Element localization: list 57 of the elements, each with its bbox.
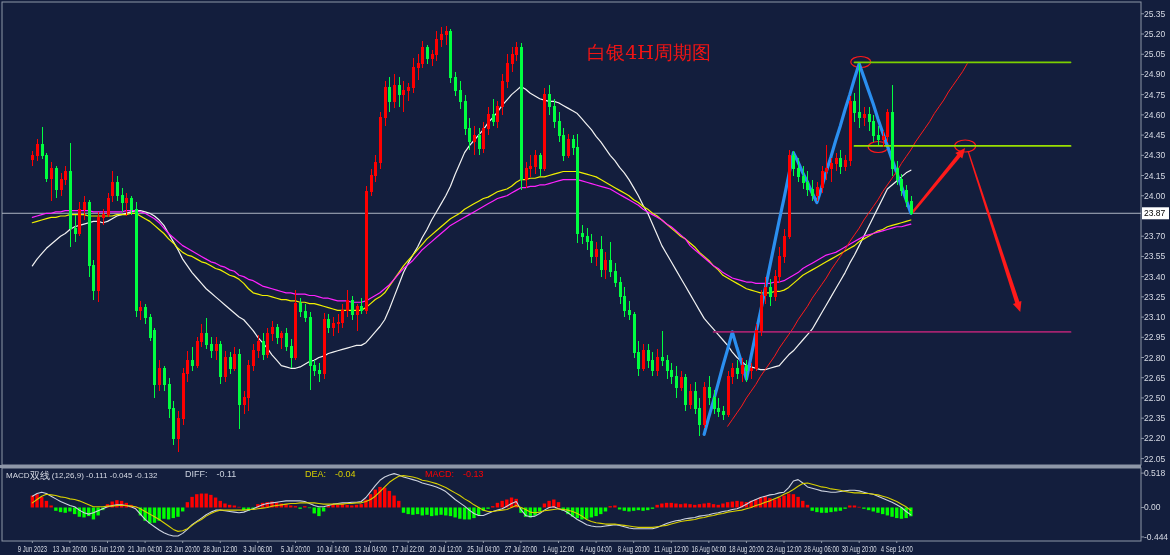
- x-tick-label: 23 Jun 20:00: [165, 542, 200, 554]
- x-tick-label: 30 Aug 20:00: [841, 542, 877, 554]
- x-tick-label: 10 Jul 14:00: [316, 542, 350, 554]
- x-tick-label: 28 Jun 12:00: [203, 542, 238, 554]
- text: MACD:: [425, 469, 454, 479]
- y-tick-label: 24.15: [1144, 170, 1166, 181]
- x-tick-label: 18 Aug 20:00: [728, 542, 764, 554]
- y-tick-label: 25.20: [1144, 29, 1166, 39]
- y-tick-label: 23.55: [1144, 251, 1166, 262]
- annotation: MACD双线 (12,26,9) -0.111 -0.045 -0.132: [6, 469, 158, 481]
- y-tick-label: 0.00: [1144, 502, 1161, 513]
- x-tick-label: 1 Aug 12:00: [542, 542, 575, 554]
- x-tick-label: 5 Jul 20:00: [280, 542, 310, 554]
- x-tick-label: 11 Aug 12:00: [654, 542, 689, 554]
- y-tick-label: -0.444: [1144, 531, 1169, 542]
- x-tick-label: 3 Jul 06:00: [243, 542, 273, 554]
- x-tick-label: 4 Sep 14:00: [880, 542, 913, 554]
- annotation: -0.11: [216, 469, 237, 479]
- x-tick-label: 28 Aug 06:00: [804, 542, 840, 554]
- text: 白银4H周期图: [587, 41, 711, 63]
- y-tick-label: 22.95: [1144, 332, 1166, 343]
- x-tick-label: 8 Aug 20:00: [617, 542, 650, 554]
- y-tick-label: 22.35: [1144, 413, 1166, 424]
- y-tick-label: 24.30: [1144, 150, 1166, 161]
- y-tick-label: 23.40: [1144, 271, 1166, 282]
- x-tick-label: 4 Aug 04:00: [580, 542, 612, 554]
- y-tick-label: 25.05: [1144, 49, 1166, 60]
- y-tick-label: 24.00: [1144, 190, 1166, 201]
- y-tick-label: 23.70: [1144, 231, 1166, 242]
- x-tick-label: 16 Aug 04:00: [691, 542, 727, 554]
- x-tick-label: 13 Jun 20:00: [52, 542, 88, 554]
- x-tick-label: 17 Jul 22:00: [392, 542, 425, 554]
- x-tick-label: 13 Jul 04:00: [354, 542, 387, 554]
- annotation: -0.13: [463, 469, 484, 479]
- y-tick-label: 22.05: [1144, 453, 1166, 464]
- x-tick-label: 16 Jun 12:00: [90, 542, 125, 554]
- y-tick-label: 24.75: [1144, 89, 1166, 100]
- y-tick-label: 24.90: [1144, 69, 1166, 80]
- y-tick-label: 22.20: [1144, 433, 1166, 444]
- x-tick-label: 27 Jul 20:00: [504, 542, 538, 554]
- x-tick-label: 20 Jul 12:00: [429, 542, 462, 554]
- y-tick-label: 25.35: [1144, 8, 1166, 19]
- y-tick-label: 23.25: [1144, 291, 1166, 302]
- x-tick-label: 23 Aug 12:00: [766, 542, 802, 554]
- y-tick-label: 24.60: [1144, 109, 1166, 120]
- x-tick-label: 25 Jul 04:00: [467, 542, 500, 554]
- text: DEA:: [305, 469, 327, 479]
- y-tick-label: 0.518: [1144, 468, 1166, 479]
- annotation: -0.04: [335, 469, 356, 479]
- text: DIFF:: [185, 469, 208, 479]
- y-tick-label: 23.10: [1144, 312, 1166, 323]
- y-tick-label: 24.45: [1144, 130, 1166, 141]
- y-tick-label: 22.80: [1144, 352, 1166, 363]
- x-tick-label: 9 Jun 2023: [17, 542, 48, 554]
- y-tick-label: 22.50: [1144, 392, 1166, 403]
- y-tick-label: 22.65: [1144, 372, 1166, 383]
- x-tick-label: 21 Jun 04:00: [127, 542, 163, 554]
